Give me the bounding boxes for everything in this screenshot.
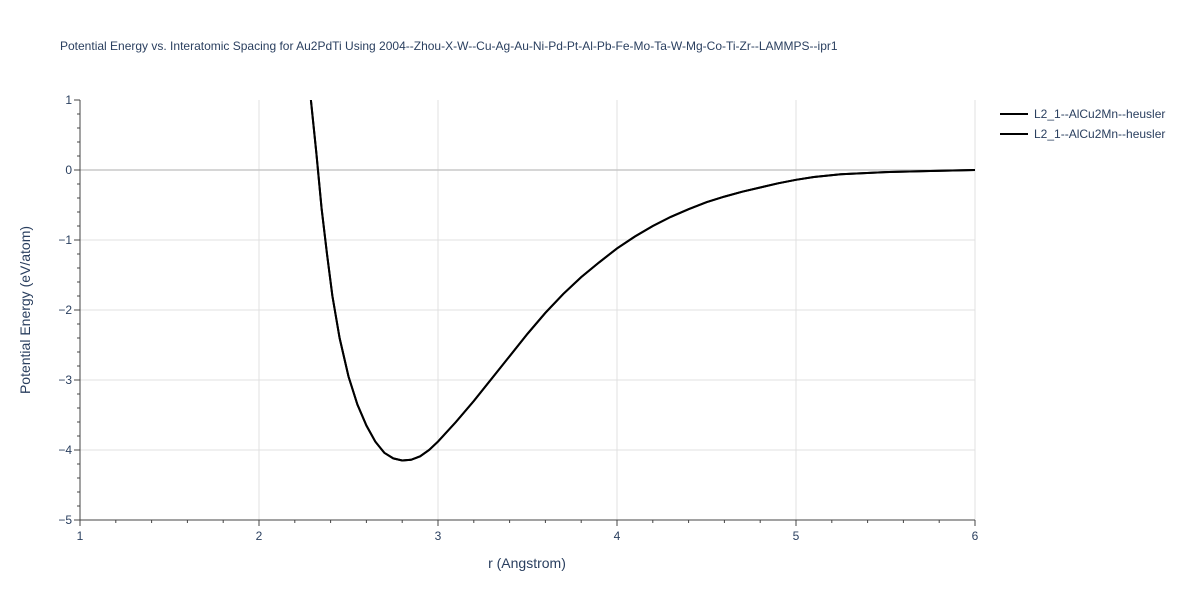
x-tick-label: 6 xyxy=(972,529,979,543)
grid xyxy=(80,100,976,520)
legend-label[interactable]: L2_1--AlCu2Mn--heusler xyxy=(1034,107,1165,121)
x-tick-label: 3 xyxy=(435,529,442,543)
x-tick-label: 5 xyxy=(793,529,800,543)
y-tick-label: 1 xyxy=(65,93,72,107)
legend: L2_1--AlCu2Mn--heusler L2_1--AlCu2Mn--heu… xyxy=(1000,107,1165,141)
series-line xyxy=(309,100,975,462)
axes: 1 2 3 4 5 6 1 0 −1 −2 −3 −4 −5 xyxy=(58,93,978,543)
y-tick-label: −2 xyxy=(58,303,72,317)
x-tick-label: 4 xyxy=(614,529,621,543)
y-tick-label: −3 xyxy=(58,373,72,387)
y-tick-label: 0 xyxy=(65,163,72,177)
series-line xyxy=(309,100,975,462)
legend-label[interactable]: L2_1--AlCu2Mn--heusler xyxy=(1034,127,1165,141)
x-tick-label: 2 xyxy=(256,529,263,543)
y-axis-title: Potential Energy (eV/atom) xyxy=(17,226,33,394)
y-tick-label: −4 xyxy=(58,443,72,457)
x-axis-title: r (Angstrom) xyxy=(488,555,566,571)
chart-title: Potential Energy vs. Interatomic Spacing… xyxy=(60,39,838,53)
y-tick-label: −5 xyxy=(58,513,72,527)
plot-area xyxy=(309,100,975,462)
y-tick-label: −1 xyxy=(58,233,72,247)
x-tick-label: 1 xyxy=(77,529,84,543)
